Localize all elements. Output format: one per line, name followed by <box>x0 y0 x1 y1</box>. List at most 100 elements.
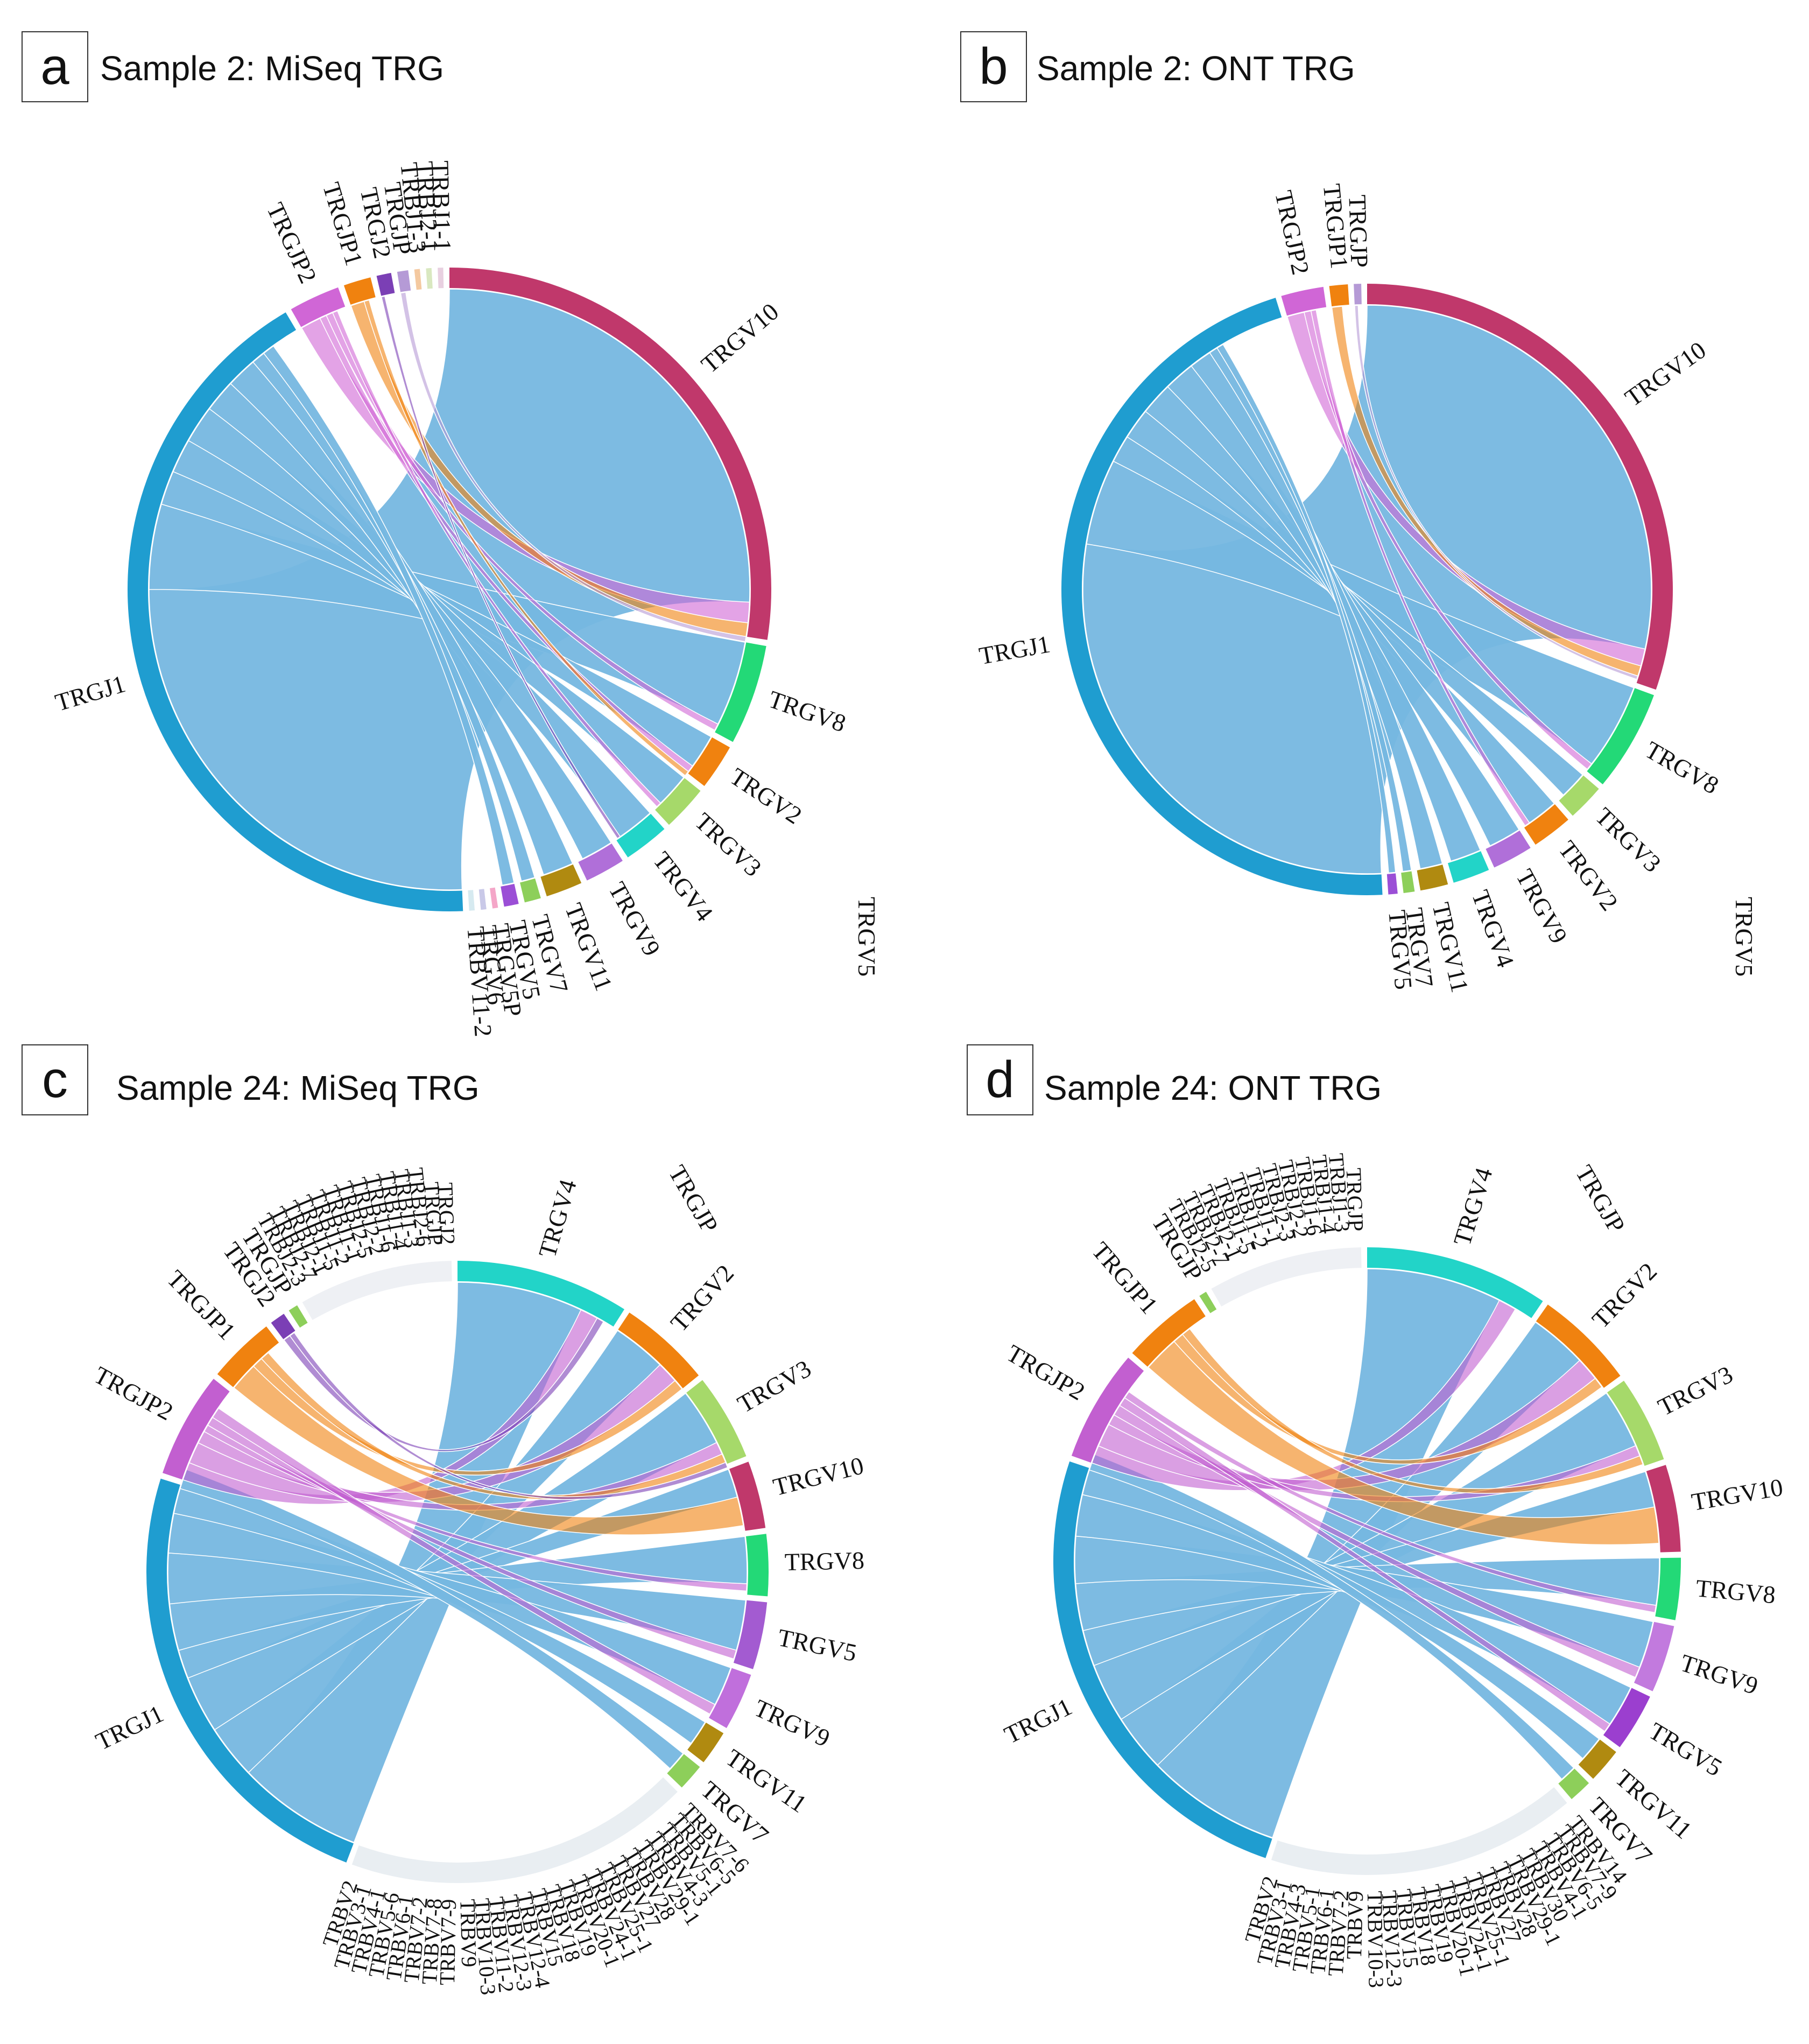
arc-trgjp2 <box>1071 1357 1144 1463</box>
segment-label-trgjp2: TRGJP2 <box>1270 188 1315 277</box>
segment-label-trgv2: TRGV2 <box>1553 835 1623 916</box>
segment-label-trgv9: TRGV9 <box>603 877 666 960</box>
chord-link-trgj1-trgv7 <box>179 1469 684 1769</box>
segment-label-trgv3: TRGV3 <box>733 1354 816 1418</box>
stray-label: TRGV5 <box>1730 897 1758 977</box>
chord-link-trgjp-trgv10 <box>400 292 747 642</box>
crowded-label-trbv10-3: TRBV10-3 <box>1363 1891 1389 1988</box>
chord-link-trgjp1-trgv10 <box>1331 306 1642 677</box>
crowded-label-trbv9: TRBV9 <box>1342 1891 1368 1959</box>
crowded-label-trgjp: TRGJP <box>419 1181 448 1246</box>
segment-label-trgj1: TRGJ1 <box>91 1699 168 1755</box>
segment-label-trgjp1: TRGJP1 <box>162 1265 241 1345</box>
segment-label-trbj2-1: TRBJ2-1 <box>411 160 444 253</box>
crowded-label-trgj2: TRGJ2 <box>433 1182 460 1245</box>
segment-label-trgjp2: TRGJP2 <box>1002 1339 1090 1406</box>
arc-trgv4 <box>457 1261 625 1327</box>
chord-diagram-d: TRGV4TRGV2TRGV3TRGV10TRGV8TRGV9TRGV5TRGV… <box>1000 1153 1785 1989</box>
chord-link-trgjp1-trgv10 <box>1148 1341 1659 1546</box>
crowded-label-trbv7-9: TRBV7-9 <box>435 1899 461 1985</box>
crowded-label-trgjp: TRGJP <box>1342 1168 1369 1232</box>
segment-label-trgv4: TRGV4 <box>1448 1164 1497 1249</box>
arc-trbv <box>1271 1787 1567 1875</box>
arc-trgv5 <box>733 1600 768 1669</box>
chord-link-trgjp2-trgv9 <box>212 1407 716 1715</box>
arc-trgv8 <box>1587 688 1654 785</box>
arc-trbj2-1 <box>426 268 433 289</box>
chord-diagram-c: TRGV4TRGV2TRGV3TRGV10TRGV8TRGV5TRGV9TRGV… <box>89 1161 866 1996</box>
stray-label: TRGJP <box>1570 1161 1630 1238</box>
segment-label-trgv2: TRGV2 <box>1587 1258 1662 1333</box>
segment-label-trbj1-1: TRBJ1-1 <box>426 160 456 252</box>
arc-trgv3 <box>1559 775 1599 816</box>
segment-label-trgv9: TRGV9 <box>1677 1649 1762 1700</box>
arc-trbv <box>351 1777 678 1883</box>
arc-trgv8 <box>745 1534 769 1597</box>
arc-trgv9 <box>1634 1621 1674 1691</box>
segment-label-trgv3: TRGV3 <box>1653 1360 1737 1421</box>
segment-label-trgv8: TRGV8 <box>765 685 849 737</box>
arc-trgv8 <box>715 642 766 742</box>
crowded-label-trbv7-8: TRBV7-8 <box>417 1898 447 1985</box>
arc-trbv11-2 <box>468 890 475 911</box>
arc-trgjp <box>397 270 411 292</box>
arc-trgjp1 <box>1132 1299 1206 1367</box>
segment-label-trgv8: TRGV8 <box>784 1547 864 1576</box>
chord-link-trgj2-trgv4 <box>381 296 621 839</box>
segment-label-trgj1: TRGJ1 <box>977 630 1052 670</box>
panel-title-a: Sample 2: MiSeq TRG <box>100 49 445 88</box>
arc-trgv3 <box>655 778 701 825</box>
panel-title-b: Sample 2: ONT TRG <box>1037 49 1355 88</box>
arc-trgv11 <box>1578 1739 1616 1779</box>
arc-trgv7 <box>1401 871 1415 893</box>
arc-trgv7 <box>667 1754 700 1788</box>
arc-trgv2 <box>1524 804 1568 845</box>
panel-letter-b: b <box>960 31 1027 102</box>
panel-letter-a: a <box>22 31 88 102</box>
arc-trgjp2 <box>291 287 346 327</box>
arc-trgjp1 <box>1329 284 1349 307</box>
arc-trgjp <box>1354 284 1362 305</box>
arc-trgv7 <box>520 878 541 903</box>
arc-trgj1 <box>1053 1461 1272 1858</box>
stray-label: TRGJP <box>663 1161 723 1238</box>
arc-trgv9 <box>709 1668 751 1729</box>
segment-label-trgv10: TRGV10 <box>770 1451 867 1501</box>
chord-link-trgjp2-trgv3 <box>332 310 661 807</box>
arc-trgv5 <box>501 883 519 907</box>
chord-link-trgjp1-trgv2 <box>363 299 689 776</box>
segment-label-trgv5: TRGV5 <box>1644 1717 1727 1781</box>
arc-trgv5 <box>1603 1688 1650 1747</box>
arc-trgv5p <box>490 887 498 909</box>
arc-trgjp <box>288 1305 308 1328</box>
arc-trgv2 <box>618 1312 699 1388</box>
segment-label-trgv2: TRGV2 <box>725 762 807 829</box>
arc-trgjp <box>1199 1291 1217 1314</box>
arc-trbj <box>302 1261 452 1320</box>
segment-label-trgv5: TRGV5 <box>776 1624 860 1667</box>
arc-trgjp2 <box>163 1379 230 1480</box>
arc-trgv11 <box>540 864 582 896</box>
arc-trgv6 <box>478 889 487 910</box>
arc-trgv9 <box>1486 830 1531 868</box>
arc-trgv8 <box>1655 1557 1681 1620</box>
chord-link-trgj2-trgv3 <box>289 1332 728 1500</box>
arc-trgv7 <box>1558 1768 1589 1800</box>
segment-label-trgjp1: TRGJP1 <box>1087 1237 1163 1319</box>
panel-letter-d: d <box>967 1044 1033 1115</box>
chord-link-trgjp-trgv10 <box>1354 305 1638 680</box>
segment-label-trgv8: TRGV8 <box>1641 736 1723 799</box>
segment-label-trgj1: TRGJ1 <box>1000 1692 1076 1749</box>
chord-links <box>167 1282 748 1843</box>
arc-trgv9 <box>578 843 623 881</box>
segment-label-trgv2: TRGV2 <box>665 1259 739 1337</box>
segment-label-trgv4: TRGV4 <box>533 1176 582 1261</box>
segment-label-trgv3: TRGV3 <box>1590 802 1666 877</box>
chord-links <box>1074 1268 1660 1838</box>
crowded-label-trbv9: TRBV9 <box>455 1899 481 1968</box>
arc-trgv3 <box>686 1380 747 1464</box>
segment-label-trgv10: TRGV10 <box>1690 1473 1785 1516</box>
arc-trgj1 <box>146 1478 354 1863</box>
chord-links <box>1082 305 1652 874</box>
chord-link-trgj1-trgv5 <box>1216 343 1396 874</box>
